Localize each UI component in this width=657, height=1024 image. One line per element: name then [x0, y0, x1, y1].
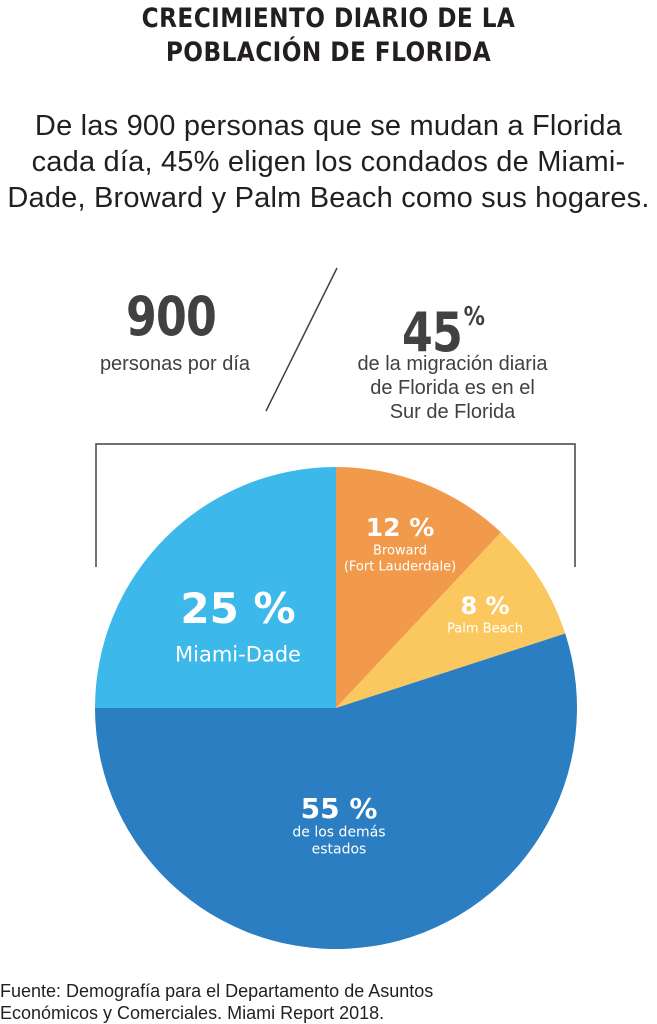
title-line-2: POBLACIÓN DE FLORIDA	[165, 37, 492, 68]
stat-percent-line-3: Sur de Florida	[389, 401, 516, 423]
pie-slices	[94, 467, 577, 950]
source-note: Fuente: Demografía para el Departamento …	[0, 980, 657, 1024]
stat-people-number: 900	[126, 285, 217, 348]
stat-percent-number: 45%	[402, 287, 485, 364]
pie-category-label-others: estados	[312, 842, 367, 858]
stat-percent-line-2: de Florida es en el	[370, 377, 535, 399]
stat-percent-text: de la migración diaria de Florida es en …	[340, 352, 565, 424]
stat-percent-value: 45	[402, 301, 463, 364]
pie-category-label-palm-beach: Palm Beach	[447, 622, 523, 637]
pie-slice-miami-dade	[95, 467, 336, 708]
title-line-1: CRECIMIENTO DIARIO DE LA	[141, 3, 516, 34]
source-line-1: Fuente: Demografía para el Departamento …	[0, 981, 434, 1001]
pie-value-label-palm-beach: 8 %	[460, 592, 509, 620]
bracket	[95, 443, 576, 567]
pie-slice-broward	[336, 467, 501, 708]
subtitle: De las 900 personas que se mudan a Flori…	[0, 108, 657, 216]
subtitle-line-1: De las 900 personas que se mudan a Flori…	[34, 110, 623, 142]
stat-percent-sign: %	[463, 302, 485, 332]
pie-category-label-broward: Broward	[373, 544, 427, 559]
source-line-2: Económicos y Comerciales. Miami Report 2…	[0, 1003, 385, 1023]
chart-title: CRECIMIENTO DIARIO DE LA POBLACIÓN DE FL…	[46, 2, 611, 70]
pie-labels: 12 % Broward(Fort Lauderdale) 8 % Palm Beac…	[175, 513, 523, 858]
pie-slice-palm-beach	[336, 532, 566, 708]
stat-percent-line-1: de la migración diaria	[357, 353, 548, 375]
subtitle-line-2: cada día, 45% eligen los condados de Mia…	[31, 146, 626, 178]
pie-value-label-others: 55 %	[301, 792, 378, 825]
pie-category-label-miami-dade: Miami-Dade	[175, 642, 301, 666]
subtitle-line-3: Dade, Broward y Palm Beach como sus hoga…	[7, 182, 650, 214]
stat-people-text: personas por día	[99, 353, 251, 375]
pie-slice-others	[94, 633, 577, 950]
divider-slash	[265, 267, 338, 412]
pie-value-label-broward: 12 %	[366, 513, 435, 542]
pie-category-label-others: de los demás	[292, 825, 385, 841]
pie-category-label-broward: (Fort Lauderdale)	[344, 560, 456, 575]
pie-value-label-miami-dade: 25 %	[180, 584, 295, 633]
